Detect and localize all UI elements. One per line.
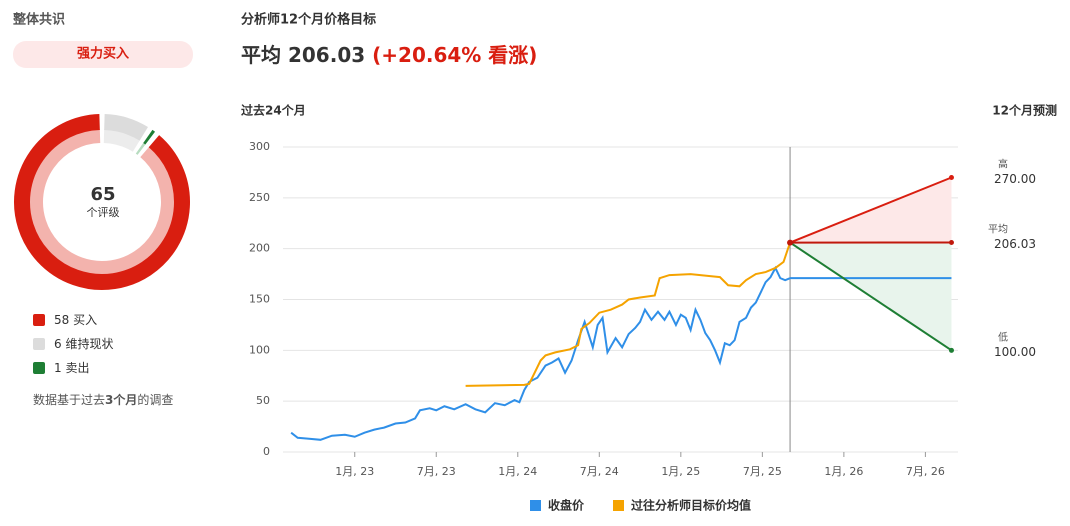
forecast-start [787,240,793,246]
forecast-name: 低 [998,330,1008,343]
rating-total-label: 个评级 [87,206,120,219]
price-line [466,243,790,386]
rating-total: 65 [90,184,115,205]
x-tick-label: 7月, 24 [580,465,619,478]
legend-label: 过往分析师目标价均值 [631,498,751,513]
consensus-label: 强力买入 [77,46,129,62]
forecast-value: 206.03 [994,237,1036,251]
donut-segment [148,136,150,138]
y-tick-label: 300 [249,140,270,153]
forecast-value: 270.00 [994,172,1036,186]
x-tick-label: 7月, 25 [743,465,782,478]
upside: (+20.64% 看涨) [372,43,537,67]
x-tick-label: 1月, 23 [335,465,374,478]
forecast-dot [949,240,954,245]
past-label: 过去24个月 [241,103,306,118]
y-tick-label: 200 [249,242,270,255]
x-tick-label: 7月, 23 [417,465,456,478]
legend-swatch [530,500,541,511]
forecast-value: 100.00 [994,345,1036,359]
legend-label: 6 维持现状 [54,336,113,351]
note-text: 数据基于过去 [33,392,105,407]
note-text: 的调查 [137,392,173,407]
legend-label: 1 卖出 [54,361,89,375]
legend-swatch [33,338,45,350]
forecast-name: 高 [998,158,1008,171]
y-tick-label: 0 [263,445,270,458]
forecast-dot [949,175,954,180]
average-heading: 平均 206.03 (+20.64% 看涨) [241,43,537,67]
y-tick-label: 250 [249,191,270,204]
forecast-label: 12个月预测 [992,103,1057,118]
consensus-heading: 整体共识 [12,12,65,28]
legend-label: 收盘价 [548,498,585,513]
x-tick-label: 1月, 26 [824,465,863,478]
donut-inner [140,148,142,149]
x-tick-label: 7月, 26 [906,465,945,478]
average-value: 206.03 [288,43,365,67]
legend-swatch [613,500,624,511]
legend-label: 58 买入 [54,313,97,327]
note-bold: 3个月 [105,392,137,407]
chart-title: 分析师12个月价格目标 [241,12,376,28]
note: 数据基于过去3个月的调查 [33,392,173,407]
y-tick-label: 100 [249,343,270,356]
y-tick-label: 50 [256,394,270,407]
forecast-dot [949,348,954,353]
forecast-name: 平均 [988,224,1008,236]
price-line [291,268,790,440]
y-tick-label: 150 [249,293,270,306]
legend-name: 卖出 [65,361,89,375]
legend-count: 58 [54,313,69,327]
legend-swatch [33,314,45,326]
legend-swatch [33,362,45,374]
legend-count: 1 [54,361,62,375]
legend-name: 买入 [73,313,97,327]
average-word: 平均 [241,43,281,67]
legend-count: 6 [54,337,62,351]
x-tick-label: 1月, 25 [661,465,700,478]
donut-inner [104,136,137,146]
legend-name: 维持现状 [65,336,113,351]
x-tick-label: 1月, 24 [498,465,537,478]
